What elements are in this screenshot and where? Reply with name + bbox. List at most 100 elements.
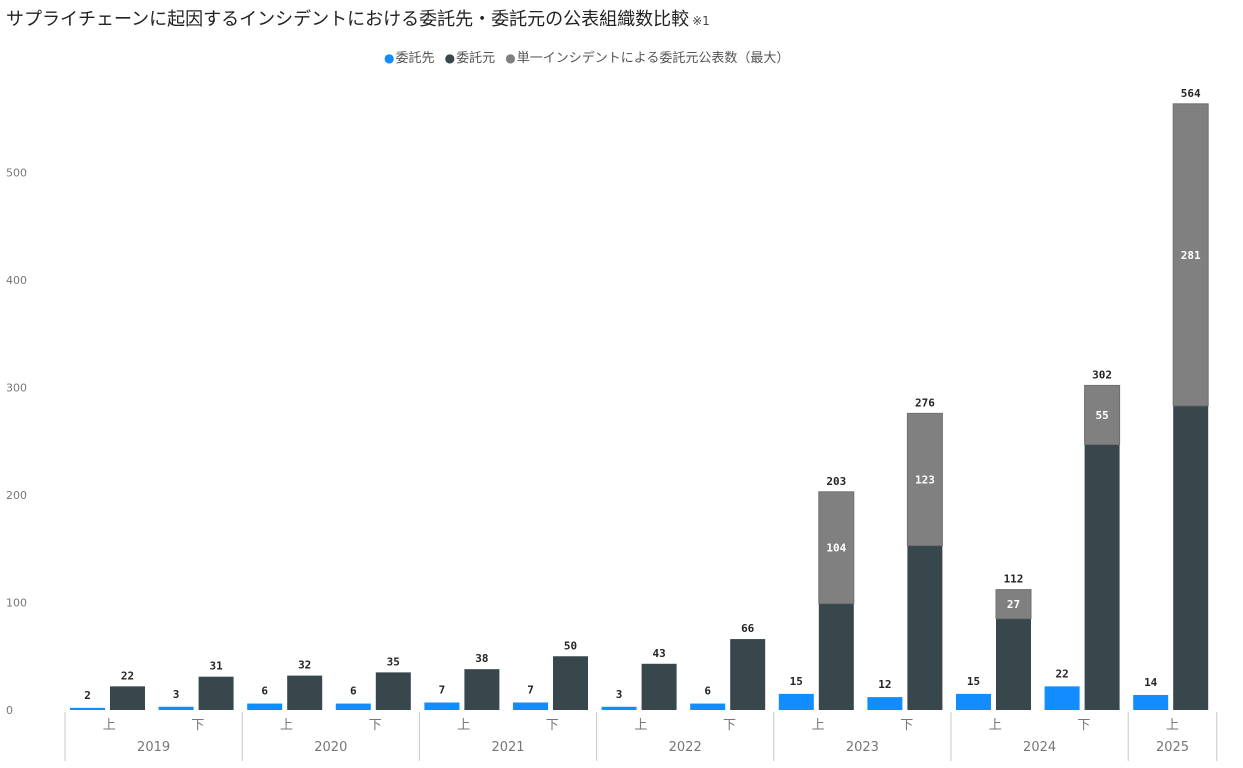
bar-itakumoto: [464, 669, 500, 710]
data-label-itakusaki: 3: [616, 688, 623, 701]
bar-itakumoto: [375, 672, 411, 710]
bar-itakumoto: [818, 603, 854, 710]
chart-title-text: サプライチェーンに起因するインシデントにおける委託先・委託元の公表組織数比較: [6, 9, 690, 30]
y-tick-label: 100: [6, 597, 27, 610]
data-label-total: 38: [475, 652, 488, 665]
legend: ●委託先 ●委託元 ●単一インシデントによる委託元公表数（最大）: [384, 47, 795, 66]
x-tick-label-half: 上: [989, 718, 1002, 733]
bar-itakusaki: [424, 702, 460, 710]
x-tick-label-year: 2024: [1023, 740, 1056, 755]
bar-single-max: [1084, 384, 1121, 446]
legend-label: 委託先: [395, 51, 435, 66]
legend-label: 単一インシデントによる委託元公表数（最大）: [516, 51, 790, 66]
data-label-total: 203: [826, 475, 846, 488]
bar-itakusaki: [513, 702, 548, 710]
x-tick-label-year: 2020: [314, 740, 347, 755]
bar-single-max: [1172, 103, 1209, 407]
data-label-total: 22: [121, 669, 134, 682]
bar-itakumoto: [553, 656, 588, 710]
data-label-total: 276: [915, 396, 935, 409]
data-label-single-max: 55: [1095, 409, 1108, 422]
data-label-itakusaki: 15: [967, 675, 980, 688]
bar-itakumoto: [907, 545, 943, 710]
x-tick-label-year: 2021: [491, 740, 524, 755]
bar-single-max: [995, 589, 1032, 620]
x-tick-label-year: 2019: [137, 740, 170, 755]
x-tick-label-half: 下: [191, 718, 204, 733]
bar-itakusaki: [247, 703, 283, 710]
legend-dot-icon: ●: [384, 51, 395, 65]
bar-itakusaki: [690, 703, 726, 710]
data-label-itakusaki: 14: [1144, 676, 1158, 689]
data-label-single-max: 27: [1007, 598, 1020, 611]
bar-single-max: [818, 491, 855, 605]
data-label-single-max: 104: [826, 542, 846, 555]
data-label-itakusaki: 2: [84, 689, 91, 702]
x-tick-label-half: 下: [369, 718, 382, 733]
data-label-total: 43: [652, 647, 665, 660]
x-tick-label-half: 下: [1077, 718, 1090, 733]
x-tick-label-half: 上: [103, 718, 116, 733]
legend-dot-icon: ●: [505, 51, 516, 65]
legend-item-single-max[interactable]: ●単一インシデントによる委託元公表数（最大）: [505, 51, 789, 66]
bar-itakumoto: [730, 639, 766, 710]
x-tick-label-half: 下: [900, 718, 913, 733]
bar-single-max: [906, 412, 943, 547]
chart-title-note: ※1: [692, 14, 710, 28]
data-label-total: 112: [1004, 573, 1024, 586]
x-tick-label-year: 2025: [1156, 740, 1189, 755]
data-label-itakusaki: 7: [527, 683, 534, 696]
x-tick-label-year: 2022: [669, 740, 702, 755]
legend-label: 委託元: [456, 51, 496, 66]
bar-itakusaki: [70, 707, 105, 710]
bar-itakusaki: [158, 706, 194, 710]
legend-dot-icon: ●: [444, 51, 456, 65]
x-tick-label-year: 2023: [846, 740, 879, 755]
data-label-total: 50: [564, 639, 577, 652]
chart-title: サプライチェーンに起因するインシデントにおける委託先・委託元の公表組織数比較 ※1: [6, 5, 710, 31]
bar-itakumoto: [198, 676, 234, 710]
data-label-total: 302: [1092, 368, 1112, 381]
x-tick-label-half: 上: [634, 718, 647, 733]
bar-itakusaki: [335, 703, 371, 710]
bar-itakumoto: [287, 675, 323, 710]
y-tick-label: 400: [6, 274, 27, 287]
bar-itakusaki: [867, 697, 903, 710]
data-label-itakusaki: 6: [704, 685, 711, 698]
data-label-itakusaki: 7: [439, 683, 446, 696]
y-tick-label: 200: [6, 489, 27, 502]
legend-item-itakumoto[interactable]: ●委託元: [445, 51, 496, 66]
data-label-total: 32: [298, 659, 311, 672]
y-tick-label: 0: [6, 704, 13, 717]
data-label-itakusaki: 3: [173, 688, 180, 701]
legend-item-itakusaki[interactable]: ●委託先: [384, 51, 435, 66]
data-label-total: 35: [387, 655, 400, 668]
data-label-itakusaki: 22: [1055, 667, 1068, 680]
bar-itakusaki: [778, 693, 814, 710]
data-label-itakusaki: 6: [350, 685, 357, 698]
data-label-itakusaki: 15: [790, 675, 803, 688]
data-label-total: 31: [209, 660, 223, 673]
bar-itakumoto: [110, 686, 145, 710]
data-label-itakusaki: 6: [261, 685, 268, 698]
bar-itakusaki: [601, 706, 637, 710]
x-tick-label-half: 下: [546, 718, 559, 733]
bar-itakusaki: [1133, 694, 1169, 710]
data-label-total: 66: [741, 622, 755, 635]
data-label-total: 564: [1181, 87, 1201, 100]
bar-itakusaki: [1044, 686, 1080, 710]
bar-itakusaki: [956, 693, 991, 710]
y-tick-label: 500: [6, 167, 27, 180]
data-label-single-max: 281: [1181, 249, 1201, 262]
data-label-single-max: 123: [915, 473, 935, 486]
x-tick-label-half: 上: [1166, 718, 1179, 733]
bar-itakumoto: [996, 618, 1031, 710]
x-tick-label-half: 上: [812, 718, 825, 733]
x-tick-label-half: 上: [457, 718, 470, 733]
bar-itakumoto: [1173, 405, 1209, 710]
bar-itakumoto: [1084, 444, 1120, 710]
bar-itakumoto: [641, 663, 677, 710]
x-tick-label-half: 上: [280, 718, 293, 733]
x-tick-label-half: 下: [723, 718, 736, 733]
